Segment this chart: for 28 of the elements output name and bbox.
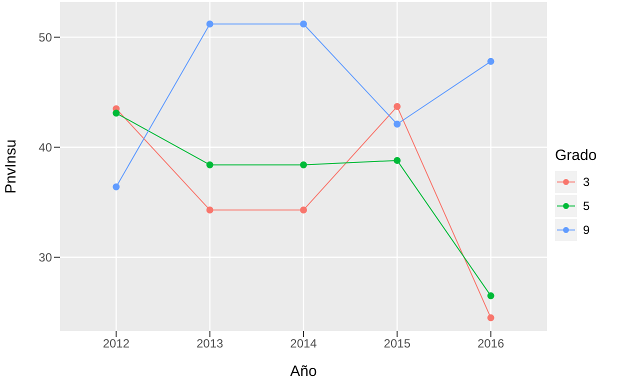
point — [300, 206, 307, 214]
point — [394, 156, 401, 164]
legend-label: 5 — [583, 198, 590, 212]
point — [206, 206, 214, 214]
x-axis-title: Año — [290, 363, 317, 380]
point — [487, 58, 494, 65]
y-axis-title: PnvInsu — [2, 139, 20, 194]
y-tick-label: 40 — [38, 140, 52, 155]
point — [394, 103, 401, 110]
point — [112, 110, 120, 117]
point — [206, 161, 214, 168]
point — [300, 161, 307, 168]
point — [206, 20, 214, 28]
x-tick-label: 2013 — [196, 336, 224, 351]
legend-label: 3 — [583, 174, 590, 188]
legend-label: 9 — [583, 222, 590, 236]
point — [112, 183, 120, 190]
point — [394, 120, 401, 128]
x-tick-label: 2014 — [290, 336, 318, 351]
point — [487, 314, 494, 322]
x-tick-label: 2012 — [102, 336, 130, 351]
y-tick-label: 50 — [38, 30, 52, 44]
x-tick-label: 2015 — [384, 336, 411, 351]
point — [487, 292, 494, 300]
point — [300, 20, 307, 28]
legend-title: Grado — [555, 146, 598, 164]
x-tick-label: 2016 — [477, 336, 504, 351]
y-tick-label: 30 — [38, 250, 52, 265]
